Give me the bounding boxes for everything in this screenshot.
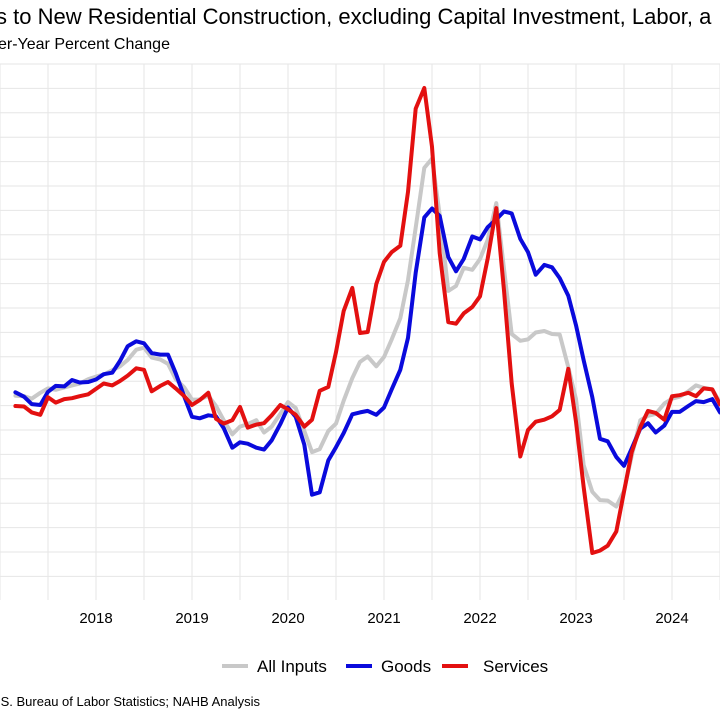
series-line-all-inputs [13,156,720,509]
source-caption: .S. Bureau of Labor Statistics; NAHB Ana… [0,694,261,709]
x-tick-label: 2024 [655,610,688,627]
grid [0,63,720,600]
x-tick-label: 2022 [463,610,496,627]
x-tick-label: 2019 [175,610,208,627]
x-axis-ticks: 2018 2019 2020 2021 2022 2023 2024 [79,610,688,627]
legend: All Inputs Goods Services [222,657,548,676]
legend-label: All Inputs [257,657,327,676]
series-line-goods [13,206,720,497]
x-tick-label: 2018 [79,610,112,627]
series-line-services [13,86,720,555]
x-tick-label: 2023 [559,610,592,627]
x-tick-label: 2020 [271,610,304,627]
series-lines [13,86,720,555]
chart-subtitle: er-Year Percent Change [0,36,170,53]
x-tick-label: 2021 [367,610,400,627]
legend-label: Services [483,657,548,676]
legend-label: Goods [381,657,431,676]
chart-title: s to New Residential Construction, exclu… [0,4,712,29]
